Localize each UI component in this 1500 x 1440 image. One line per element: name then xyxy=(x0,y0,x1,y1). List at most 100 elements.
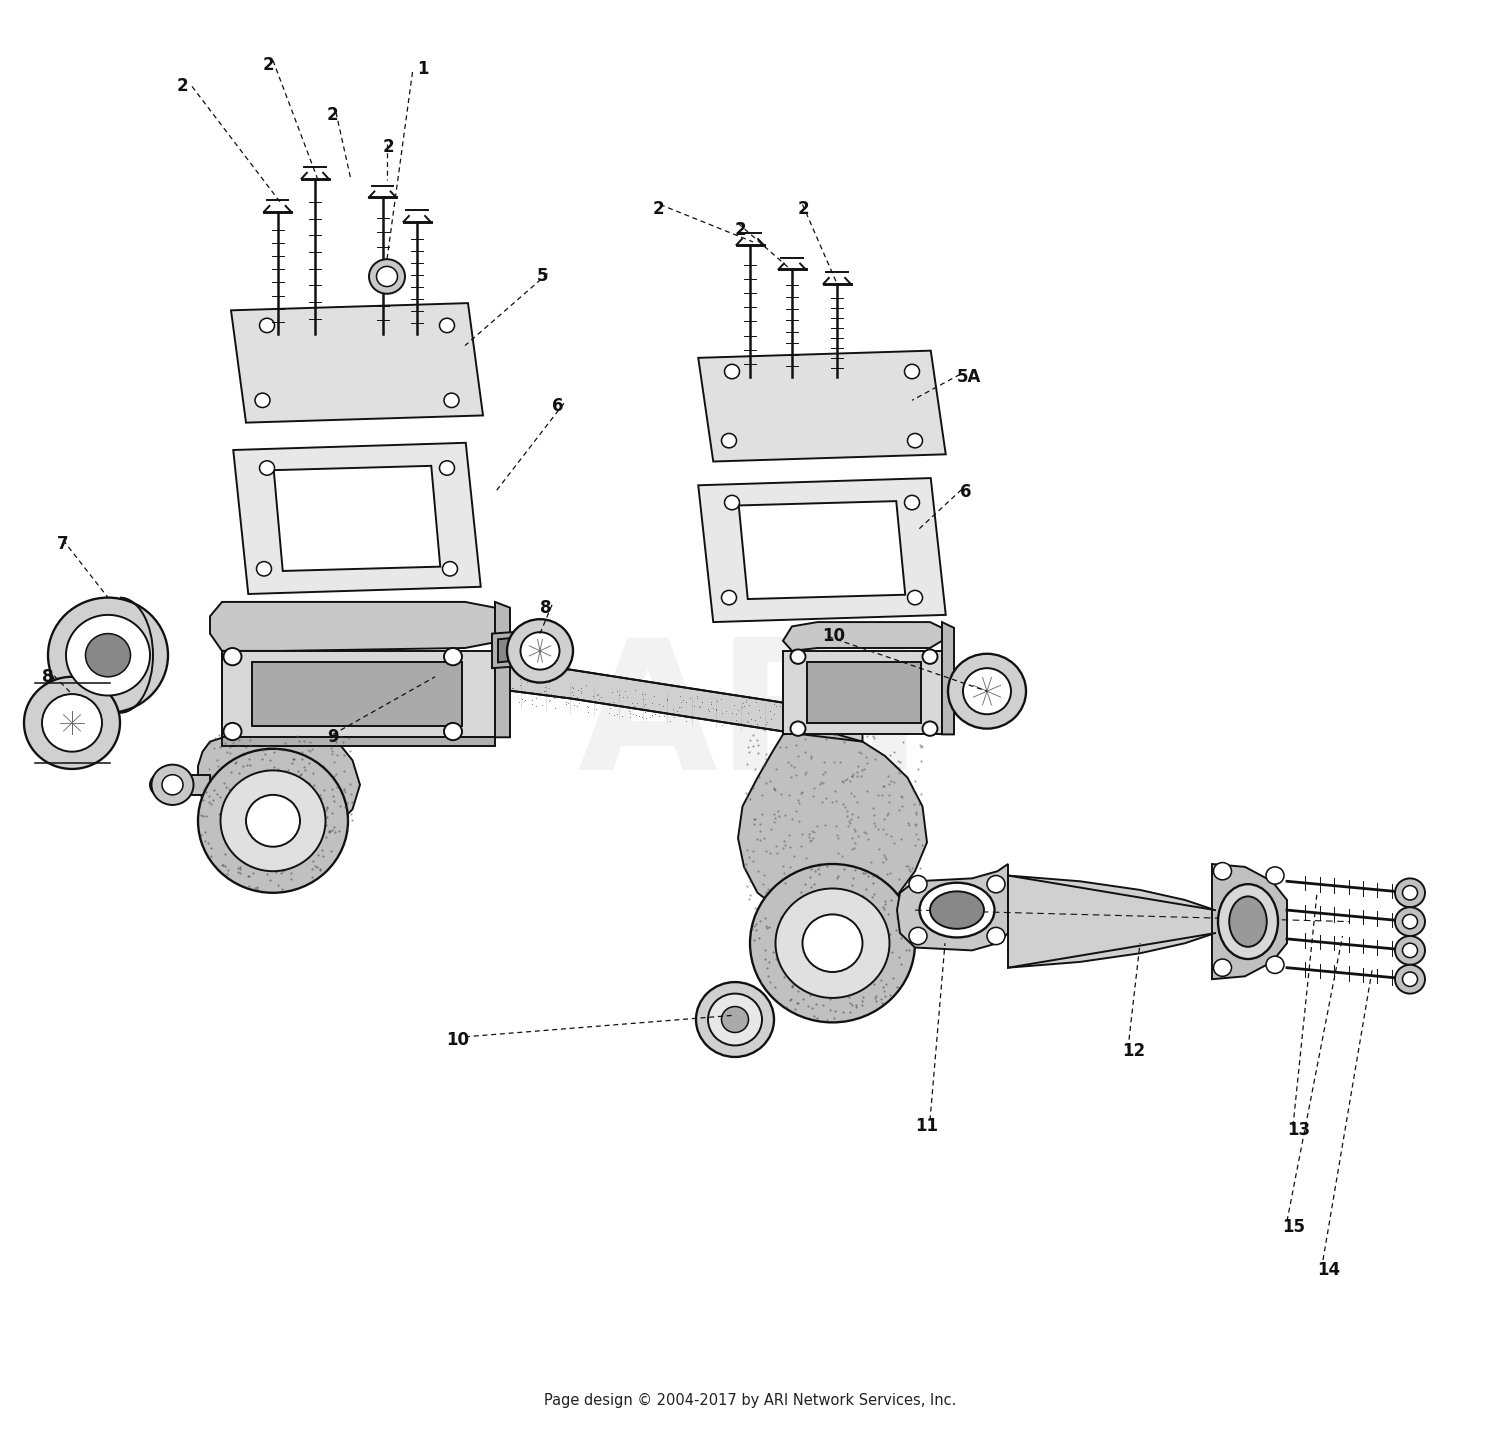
Circle shape xyxy=(1402,886,1417,900)
Text: 9: 9 xyxy=(327,729,339,746)
Polygon shape xyxy=(698,351,946,461)
Polygon shape xyxy=(232,444,480,593)
Text: 2: 2 xyxy=(177,78,189,95)
Text: 2: 2 xyxy=(735,222,747,239)
Circle shape xyxy=(224,648,242,665)
Polygon shape xyxy=(492,631,532,668)
Circle shape xyxy=(255,393,270,408)
Text: 5: 5 xyxy=(537,268,549,285)
Text: 15: 15 xyxy=(1282,1218,1305,1236)
Circle shape xyxy=(440,461,454,475)
Circle shape xyxy=(790,649,806,664)
Circle shape xyxy=(520,632,560,670)
Circle shape xyxy=(224,723,242,740)
Circle shape xyxy=(1395,965,1425,994)
Text: 10: 10 xyxy=(822,628,844,645)
Circle shape xyxy=(908,590,922,605)
Circle shape xyxy=(724,495,740,510)
Text: 11: 11 xyxy=(915,1117,939,1135)
Text: 13: 13 xyxy=(1287,1122,1310,1139)
Polygon shape xyxy=(278,651,862,742)
Circle shape xyxy=(1266,956,1284,973)
Polygon shape xyxy=(222,737,495,746)
Polygon shape xyxy=(1212,864,1287,979)
Circle shape xyxy=(722,1007,748,1032)
Ellipse shape xyxy=(150,773,174,796)
Circle shape xyxy=(922,649,938,664)
Ellipse shape xyxy=(1230,896,1266,948)
Polygon shape xyxy=(740,501,904,599)
Text: 12: 12 xyxy=(1122,1043,1144,1060)
Polygon shape xyxy=(942,622,954,734)
Polygon shape xyxy=(231,304,483,423)
Text: 8: 8 xyxy=(42,668,54,685)
Circle shape xyxy=(220,770,326,871)
Text: 8: 8 xyxy=(540,599,552,616)
Circle shape xyxy=(1214,959,1231,976)
Circle shape xyxy=(152,765,194,805)
Circle shape xyxy=(987,927,1005,945)
Circle shape xyxy=(696,982,774,1057)
Circle shape xyxy=(1402,943,1417,958)
Polygon shape xyxy=(162,775,210,795)
Text: 2: 2 xyxy=(652,200,664,217)
Circle shape xyxy=(1395,878,1425,907)
Circle shape xyxy=(256,562,272,576)
Circle shape xyxy=(1402,914,1417,929)
Circle shape xyxy=(724,364,740,379)
Circle shape xyxy=(722,433,736,448)
Circle shape xyxy=(909,876,927,893)
Ellipse shape xyxy=(920,883,995,937)
Circle shape xyxy=(198,749,348,893)
Circle shape xyxy=(904,495,920,510)
Circle shape xyxy=(444,648,462,665)
Circle shape xyxy=(444,723,462,740)
Circle shape xyxy=(1402,972,1417,986)
Text: 2: 2 xyxy=(798,200,810,217)
Circle shape xyxy=(1395,907,1425,936)
Circle shape xyxy=(802,914,862,972)
Circle shape xyxy=(750,864,915,1022)
Circle shape xyxy=(776,888,889,998)
Circle shape xyxy=(376,266,398,287)
Circle shape xyxy=(1214,863,1231,880)
Circle shape xyxy=(48,598,168,713)
Text: 2: 2 xyxy=(262,56,274,73)
Circle shape xyxy=(42,694,102,752)
Circle shape xyxy=(922,721,938,736)
Circle shape xyxy=(442,562,458,576)
Polygon shape xyxy=(210,602,502,651)
Circle shape xyxy=(507,619,573,683)
Polygon shape xyxy=(783,622,942,651)
Text: 10: 10 xyxy=(446,1031,470,1048)
Text: 2: 2 xyxy=(327,107,339,124)
Text: 7: 7 xyxy=(57,536,69,553)
Circle shape xyxy=(963,668,1011,714)
Circle shape xyxy=(162,775,183,795)
Circle shape xyxy=(369,259,405,294)
Text: Page design © 2004-2017 by ARI Network Services, Inc.: Page design © 2004-2017 by ARI Network S… xyxy=(544,1394,956,1408)
Circle shape xyxy=(66,615,150,696)
Text: ARI: ARI xyxy=(578,632,922,808)
Circle shape xyxy=(909,927,927,945)
Polygon shape xyxy=(1008,876,1215,968)
Text: 14: 14 xyxy=(1317,1261,1340,1279)
Circle shape xyxy=(1395,936,1425,965)
Polygon shape xyxy=(495,602,510,737)
Circle shape xyxy=(790,721,806,736)
Circle shape xyxy=(440,318,454,333)
Polygon shape xyxy=(252,662,462,726)
Polygon shape xyxy=(222,651,495,737)
Circle shape xyxy=(260,461,274,475)
Ellipse shape xyxy=(930,891,984,929)
Polygon shape xyxy=(807,662,921,723)
Polygon shape xyxy=(698,478,946,622)
Polygon shape xyxy=(498,636,525,662)
Text: 6: 6 xyxy=(960,484,972,501)
Circle shape xyxy=(904,364,920,379)
Circle shape xyxy=(24,677,120,769)
Ellipse shape xyxy=(1218,884,1278,959)
Circle shape xyxy=(722,590,736,605)
Text: 2: 2 xyxy=(382,138,394,156)
Polygon shape xyxy=(273,467,441,570)
